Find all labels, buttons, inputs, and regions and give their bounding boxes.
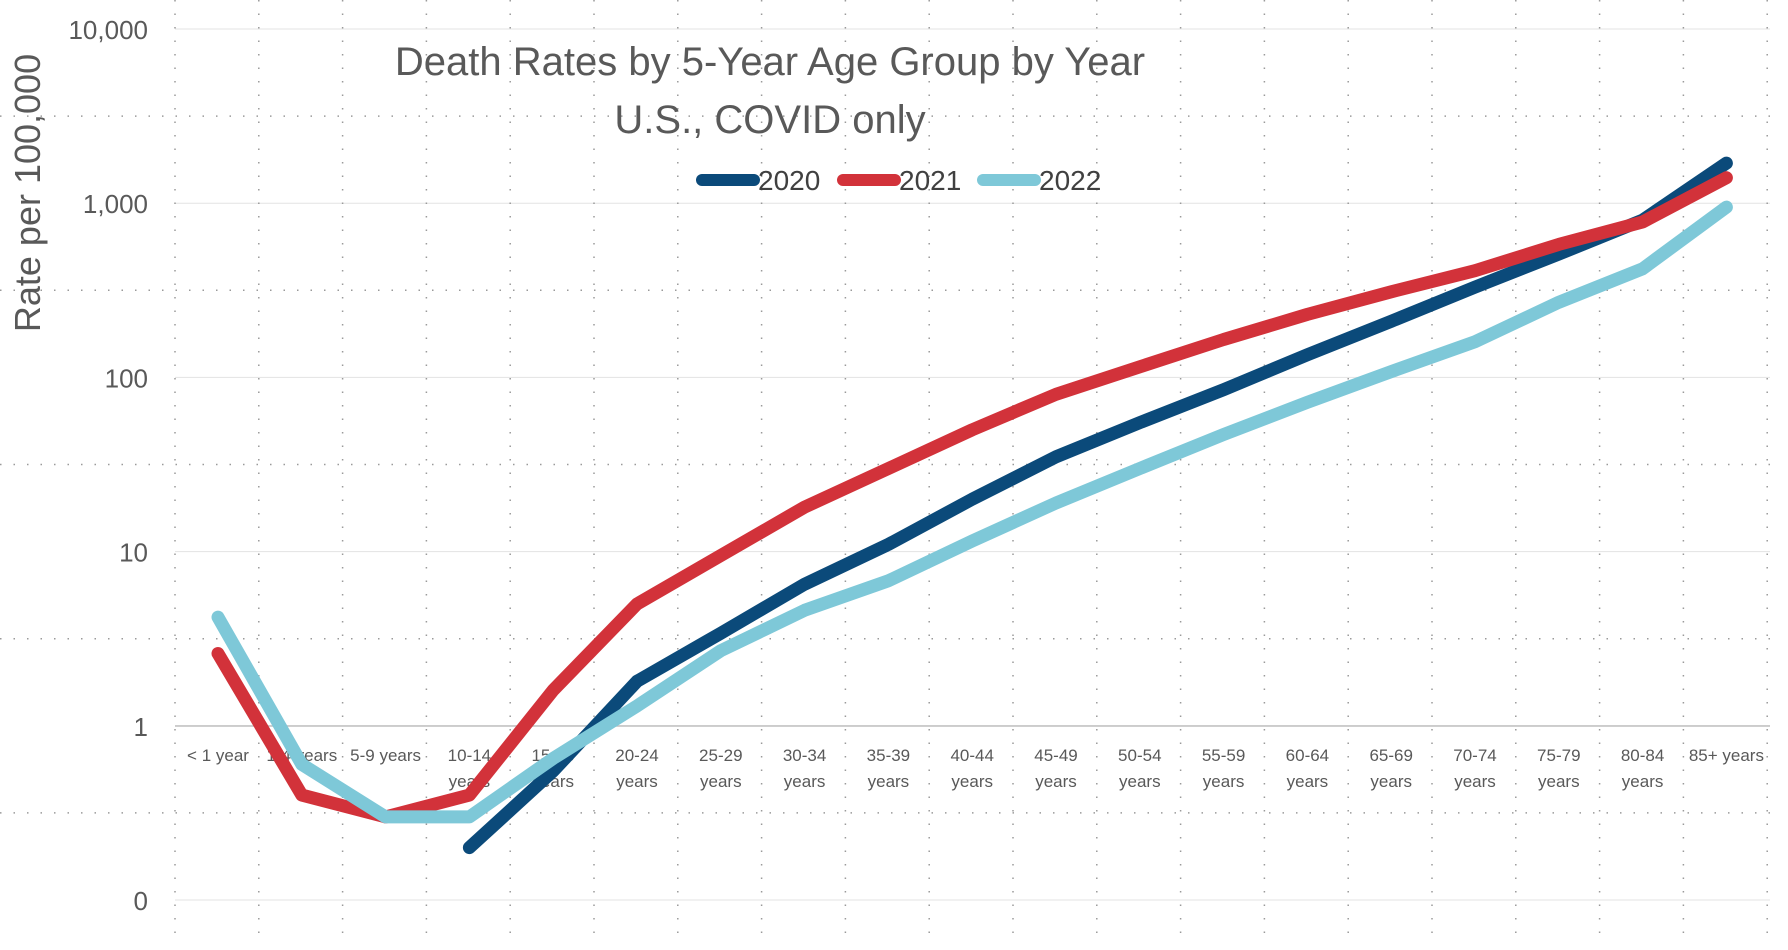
legend-label-2021: 2021 xyxy=(899,165,961,196)
series-layer xyxy=(211,156,1733,855)
x-tick-label: years xyxy=(868,772,910,791)
x-tick-label: years xyxy=(1035,772,1077,791)
x-tick-label: 65-69 xyxy=(1369,746,1412,765)
series-line-2020 xyxy=(462,156,1733,855)
y-tick-label: 10 xyxy=(119,538,148,568)
x-tick-label: years xyxy=(1203,772,1245,791)
x-tick-label: years xyxy=(1370,772,1412,791)
x-tick-label: 30-34 xyxy=(783,746,826,765)
y-tick-label: 10,000 xyxy=(68,15,148,45)
x-tick-label: years xyxy=(616,772,658,791)
x-tick-label: years xyxy=(784,772,826,791)
x-tick-label: 10-14 xyxy=(448,746,491,765)
x-tick-label: years xyxy=(1622,772,1664,791)
x-tick-label: 85+ years xyxy=(1689,746,1764,765)
x-tick-label: 20-24 xyxy=(615,746,658,765)
x-tick-label: 25-29 xyxy=(699,746,742,765)
x-tick-label: 45-49 xyxy=(1034,746,1077,765)
x-tick-label: 80-84 xyxy=(1621,746,1664,765)
x-tick-label: 40-44 xyxy=(950,746,993,765)
x-tick-label: years xyxy=(1454,772,1496,791)
y-tick-label: 100 xyxy=(105,363,148,393)
chart-subtitle: U.S., COVID only xyxy=(614,98,925,142)
x-tick-label: 75-79 xyxy=(1537,746,1580,765)
x-tick-label: years xyxy=(700,772,742,791)
legend-label-2020: 2020 xyxy=(758,165,820,196)
x-tick-label: < 1 year xyxy=(187,746,249,765)
x-tick-label: years xyxy=(1287,772,1329,791)
x-tick-label: years xyxy=(951,772,993,791)
legend: 2020 2021 2022 xyxy=(696,165,1101,196)
x-tick-label: 55-59 xyxy=(1202,746,1245,765)
x-tick-label: years xyxy=(1119,772,1161,791)
x-tick-label: 5-9 years xyxy=(350,746,421,765)
x-tick-label: 35-39 xyxy=(867,746,910,765)
x-tick-label: 50-54 xyxy=(1118,746,1161,765)
y-tick-label: 1 xyxy=(134,712,148,742)
series-line-2022 xyxy=(211,200,1733,824)
chart-title: Death Rates by 5-Year Age Group by Year xyxy=(395,40,1145,84)
y-tick-label: 1,000 xyxy=(83,189,148,219)
y-tick-label: 0 xyxy=(134,886,148,916)
y-axis-label: Rate per 100,000 xyxy=(7,54,48,332)
x-tick-label: 60-64 xyxy=(1286,746,1329,765)
x-tick-label: 70-74 xyxy=(1453,746,1496,765)
legend-label-2022: 2022 xyxy=(1039,165,1101,196)
x-tick-label: years xyxy=(1538,772,1580,791)
series-line-2021 xyxy=(211,171,1733,824)
